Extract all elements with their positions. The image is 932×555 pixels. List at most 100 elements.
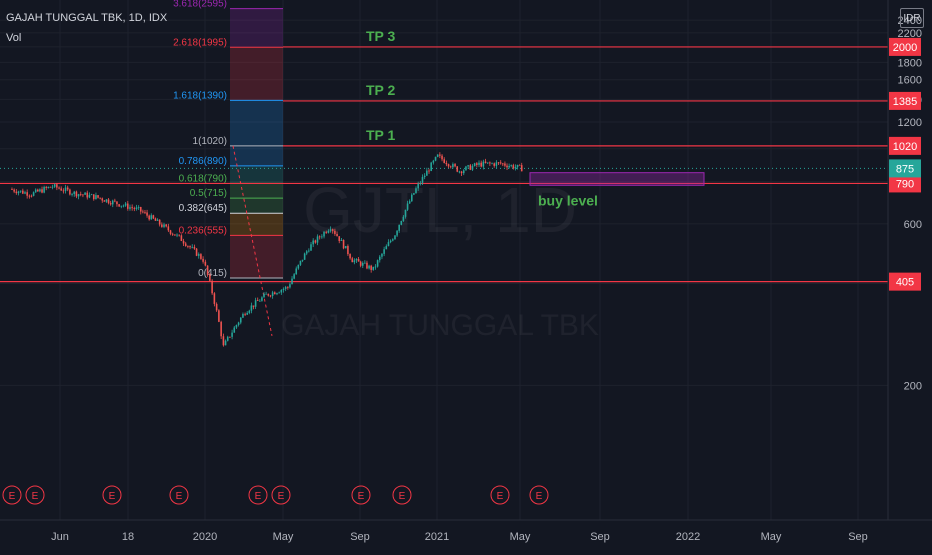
candle-body — [355, 259, 358, 261]
candle-body — [129, 207, 131, 209]
candle-body — [187, 246, 189, 247]
price-level-badge — [889, 91, 921, 110]
candle-body — [460, 171, 463, 174]
candle-body — [127, 203, 129, 209]
candle-body — [122, 205, 125, 207]
candle-body — [269, 295, 272, 297]
candle-body — [368, 265, 370, 269]
candle-body — [340, 239, 343, 241]
candle-body — [318, 236, 321, 238]
candle-body — [284, 286, 287, 289]
candle-body — [364, 262, 366, 264]
earnings-marker-label: E — [109, 491, 116, 502]
candle-body — [454, 164, 456, 167]
candle-body — [250, 305, 253, 311]
symbol-title: GAJAH TUNGGAL TBK, 1D, IDX — [6, 12, 168, 24]
candle-body — [491, 163, 493, 165]
candle-body — [53, 184, 56, 187]
candle-body — [443, 159, 446, 163]
candle-body — [195, 248, 198, 256]
candle-body — [282, 288, 285, 290]
candle-body — [101, 198, 104, 201]
price-axis-tick: 2400 — [898, 15, 922, 27]
candle-body — [484, 161, 487, 163]
candle-body — [75, 191, 78, 197]
candle-body — [158, 219, 161, 225]
candle-body — [45, 187, 48, 188]
fib-trendline — [232, 145, 273, 336]
candle-body — [400, 220, 403, 225]
candle-body — [267, 293, 270, 296]
candle-body — [22, 190, 24, 194]
candle-body — [486, 162, 489, 164]
candle-body — [62, 190, 65, 192]
candle-body — [69, 189, 71, 195]
candle-body — [508, 165, 510, 168]
candle-body — [514, 167, 517, 169]
candle-body — [406, 203, 409, 210]
candle-body — [209, 274, 211, 281]
candle-body — [237, 322, 240, 325]
candle-body — [299, 260, 302, 265]
earnings-marker — [529, 485, 549, 505]
candle-body — [370, 265, 372, 270]
earnings-marker-label: E — [32, 491, 39, 502]
candle-body — [504, 163, 506, 166]
candle-body — [215, 303, 218, 311]
price-level-badge-label: 790 — [896, 178, 914, 190]
candle-body — [323, 231, 325, 237]
candle-body — [49, 186, 52, 188]
candle-body — [169, 230, 172, 234]
candle-body — [497, 162, 500, 164]
candle-body — [224, 340, 227, 346]
candle-body — [392, 239, 394, 241]
current-price-badge-label: 875 — [896, 163, 914, 175]
candle-body — [305, 251, 308, 254]
candle-body — [103, 200, 106, 202]
time-axis-label: 18 — [122, 531, 134, 543]
volume-indicator-label[interactable]: Vol — [6, 32, 22, 44]
earnings-marker-label: E — [497, 491, 504, 502]
candle-body — [404, 209, 407, 217]
candle-body — [465, 166, 467, 171]
earnings-marker-label: E — [9, 491, 16, 502]
candle-body — [334, 230, 336, 234]
candle-body — [244, 313, 246, 315]
currency-badge[interactable]: IDR — [900, 8, 924, 28]
candle-body — [415, 188, 417, 194]
candle-body — [347, 246, 349, 255]
earnings-marker — [271, 485, 291, 505]
candle-body — [105, 199, 108, 202]
candle-body — [512, 165, 515, 169]
candle-body — [15, 191, 18, 194]
candle-body — [458, 171, 461, 173]
candle-body — [372, 266, 375, 270]
candle-body — [229, 336, 231, 338]
fib-zone — [230, 165, 283, 184]
candle-body — [383, 249, 385, 254]
candle-body — [47, 186, 50, 188]
candle-body — [193, 246, 196, 249]
candle-body — [116, 201, 118, 205]
candle-body — [56, 184, 58, 188]
candle-body — [489, 162, 491, 164]
candle-body — [43, 187, 45, 193]
candle-body — [88, 194, 91, 198]
candle-body — [374, 266, 377, 268]
candle-body — [359, 261, 362, 266]
candle-body — [478, 162, 480, 165]
candle-body — [51, 186, 54, 188]
candle-body — [495, 162, 498, 166]
price-level-badge — [889, 37, 921, 56]
candle-body — [191, 246, 194, 248]
candle-body — [410, 194, 413, 202]
candle-body — [86, 192, 89, 198]
candle-body — [184, 243, 187, 247]
fib-zone — [230, 100, 283, 146]
fib-level-label: 1.618(1390) — [173, 90, 227, 101]
candle-body — [361, 263, 364, 266]
candle-body — [239, 317, 242, 323]
candle-body — [259, 300, 261, 302]
